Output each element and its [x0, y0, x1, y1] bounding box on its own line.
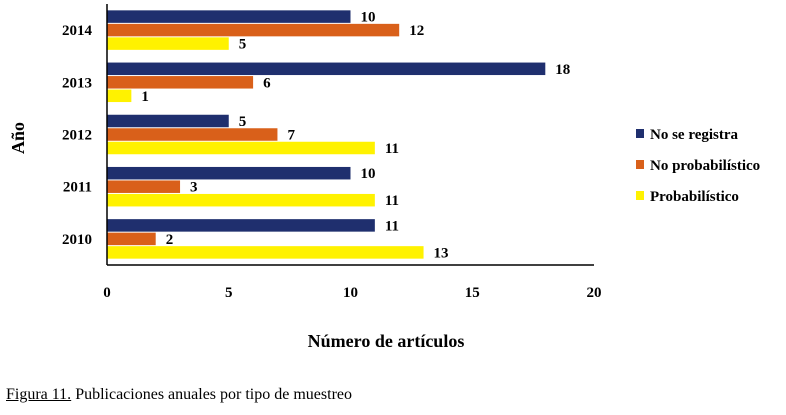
x-tick-label: 15 — [465, 285, 480, 301]
x-tick-labels: 0 5 10 15 20 — [103, 285, 601, 301]
data-label: 11 — [385, 218, 399, 234]
x-tick-label: 10 — [343, 285, 358, 301]
y-tick-label: 2012 — [62, 128, 92, 144]
x-tick-label: 5 — [225, 285, 233, 301]
data-label: 5 — [239, 37, 247, 53]
data-label: 13 — [434, 245, 449, 261]
data-label: 3 — [190, 180, 198, 196]
data-label: 11 — [385, 193, 399, 209]
data-label: 10 — [361, 10, 376, 26]
y-tick-label: 2010 — [62, 232, 92, 248]
caption-text: Publicaciones anuales por tipo de muestr… — [71, 386, 352, 403]
bar — [107, 10, 351, 23]
legend-entry: No probabilístico — [650, 158, 760, 174]
bar — [107, 141, 375, 155]
legend-swatch — [636, 160, 644, 169]
bar — [107, 193, 375, 207]
data-label: 7 — [287, 128, 295, 144]
data-label: 12 — [409, 23, 424, 39]
bar — [107, 128, 278, 141]
bar — [107, 23, 400, 37]
data-labels-group: 11 2 13 10 3 11 5 7 11 18 6 1 10 12 5 — [141, 10, 570, 262]
bars-group — [107, 10, 546, 259]
figure-caption: Figura 11. Publicaciones anuales por tip… — [6, 386, 352, 404]
data-label: 1 — [141, 89, 149, 105]
legend-swatch — [636, 191, 644, 200]
legend-entry: Probabilístico — [650, 189, 739, 205]
bar — [107, 180, 181, 193]
data-label: 5 — [239, 114, 247, 130]
y-axis-title: Año — [8, 122, 28, 154]
bar — [107, 114, 229, 128]
data-label: 6 — [263, 75, 271, 91]
figure-number: Figura 11. — [6, 386, 72, 403]
y-tick-label: 2014 — [62, 23, 93, 39]
bar — [107, 219, 375, 232]
legend: No se registra No probabilístico Probabilí… — [636, 127, 760, 205]
data-label: 10 — [361, 166, 376, 182]
bar — [107, 232, 156, 246]
data-label: 2 — [166, 232, 174, 248]
y-tick-labels: 2010 2011 2012 2013 2014 — [62, 23, 93, 248]
bar — [107, 76, 254, 89]
y-tick-label: 2011 — [63, 180, 92, 196]
legend-entry: No se registra — [650, 127, 739, 143]
bar — [107, 166, 351, 180]
bar — [107, 89, 132, 103]
x-tick-label: 20 — [587, 285, 602, 301]
bar — [107, 62, 546, 76]
data-label: 18 — [555, 62, 570, 78]
x-tick-label: 0 — [103, 285, 111, 301]
bar — [107, 246, 424, 259]
data-label: 11 — [385, 141, 399, 157]
legend-swatch — [636, 129, 644, 138]
y-tick-label: 2013 — [62, 75, 92, 91]
x-axis-title: Número de artículos — [308, 331, 465, 351]
bar — [107, 37, 229, 50]
